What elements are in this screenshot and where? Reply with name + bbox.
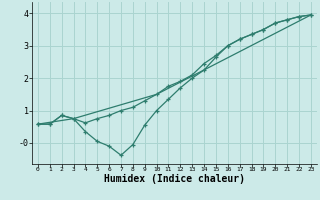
X-axis label: Humidex (Indice chaleur): Humidex (Indice chaleur): [104, 174, 245, 184]
